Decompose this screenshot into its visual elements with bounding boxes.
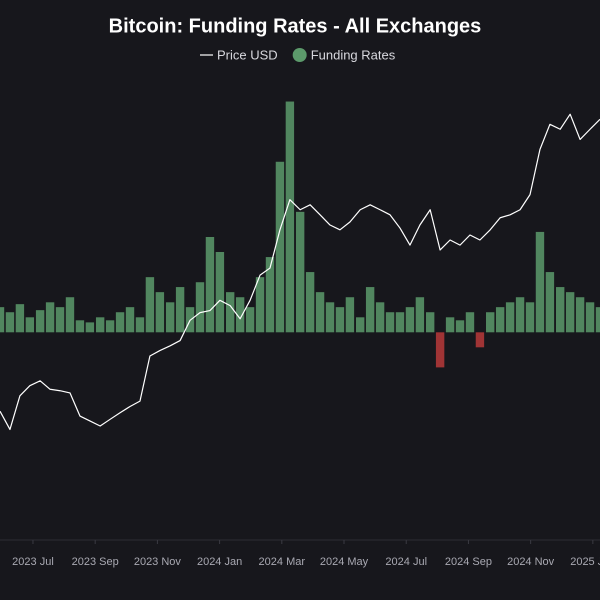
legend-swatch [292, 48, 307, 62]
funding-bar [395, 312, 405, 333]
funding-bar [275, 161, 285, 333]
funding-bar [425, 312, 435, 333]
funding-bar [325, 302, 335, 333]
funding-bar [375, 302, 385, 333]
funding-bar [575, 297, 585, 333]
funding-bar [5, 312, 15, 333]
funding-bar [495, 307, 505, 333]
funding-bar [175, 287, 185, 333]
funding-bar [295, 211, 305, 333]
funding-bar [445, 317, 455, 333]
legend-label: Price USD [217, 47, 278, 62]
funding-bar [115, 312, 125, 333]
funding-bar [585, 302, 595, 333]
funding-bar [35, 310, 45, 333]
x-tick-label: 2023 Jul [12, 556, 54, 568]
funding-bar [75, 320, 85, 333]
funding-bar [475, 332, 485, 348]
funding-bar [335, 307, 345, 333]
legend-label: Funding Rates [311, 47, 396, 62]
funding-bar [345, 297, 355, 333]
x-tick-label: 2024 Nov [507, 556, 555, 568]
funding-bar [15, 304, 25, 333]
x-tick-label: 2023 Sep [72, 556, 119, 568]
funding-bar [355, 317, 365, 333]
funding-bar [515, 297, 525, 333]
legend: Price USD Funding Rates [200, 47, 396, 62]
funding-bar [255, 277, 265, 333]
x-tick-label: 2024 Sep [445, 556, 492, 568]
funding-bar [555, 287, 565, 333]
funding-bar [245, 307, 255, 333]
funding-bar [25, 317, 35, 333]
funding-bar [385, 312, 395, 333]
funding-bar [135, 317, 145, 333]
funding-bar [435, 332, 445, 368]
funding-bar [595, 307, 600, 333]
funding-bar [285, 101, 295, 333]
funding-bar [95, 317, 105, 333]
funding-bar [265, 257, 275, 333]
x-tick-label: 2024 Mar [259, 556, 306, 568]
funding-bar [225, 292, 235, 333]
funding-bar [215, 252, 225, 333]
funding-bar [125, 307, 135, 333]
x-tick-label: 2025 Jan [570, 556, 600, 568]
funding-bar [0, 307, 5, 333]
funding-bar [155, 292, 165, 333]
funding-bar [505, 302, 515, 333]
funding-bar [305, 272, 315, 333]
funding-bar [145, 277, 155, 333]
funding-bar [205, 237, 215, 333]
chart-title: Bitcoin: Funding Rates - All Exchanges [109, 15, 482, 37]
x-tick-label: 2024 Jul [385, 556, 427, 568]
funding-bar [525, 302, 535, 333]
funding-bar [45, 302, 55, 333]
funding-bar [365, 287, 375, 333]
funding-bar [405, 307, 415, 333]
funding-bar [565, 292, 575, 333]
funding-bar [235, 297, 245, 333]
funding-bar [486, 312, 495, 333]
funding-bar [465, 312, 475, 333]
x-tick-label: 2023 Nov [134, 556, 182, 568]
x-tick-label: 2024 Jan [197, 556, 242, 568]
funding-bar [55, 307, 65, 333]
funding-bar [545, 272, 555, 333]
price-line [0, 113, 600, 431]
funding-bar [85, 322, 95, 333]
funding-bar [315, 292, 325, 333]
funding-bar [105, 320, 115, 333]
funding-bar [535, 231, 545, 333]
funding-bar [455, 320, 465, 333]
funding-bar [165, 302, 175, 333]
funding-bar [65, 297, 75, 333]
funding-bar [195, 282, 205, 333]
x-tick-label: 2024 May [320, 556, 369, 568]
funding-bar [415, 297, 425, 333]
